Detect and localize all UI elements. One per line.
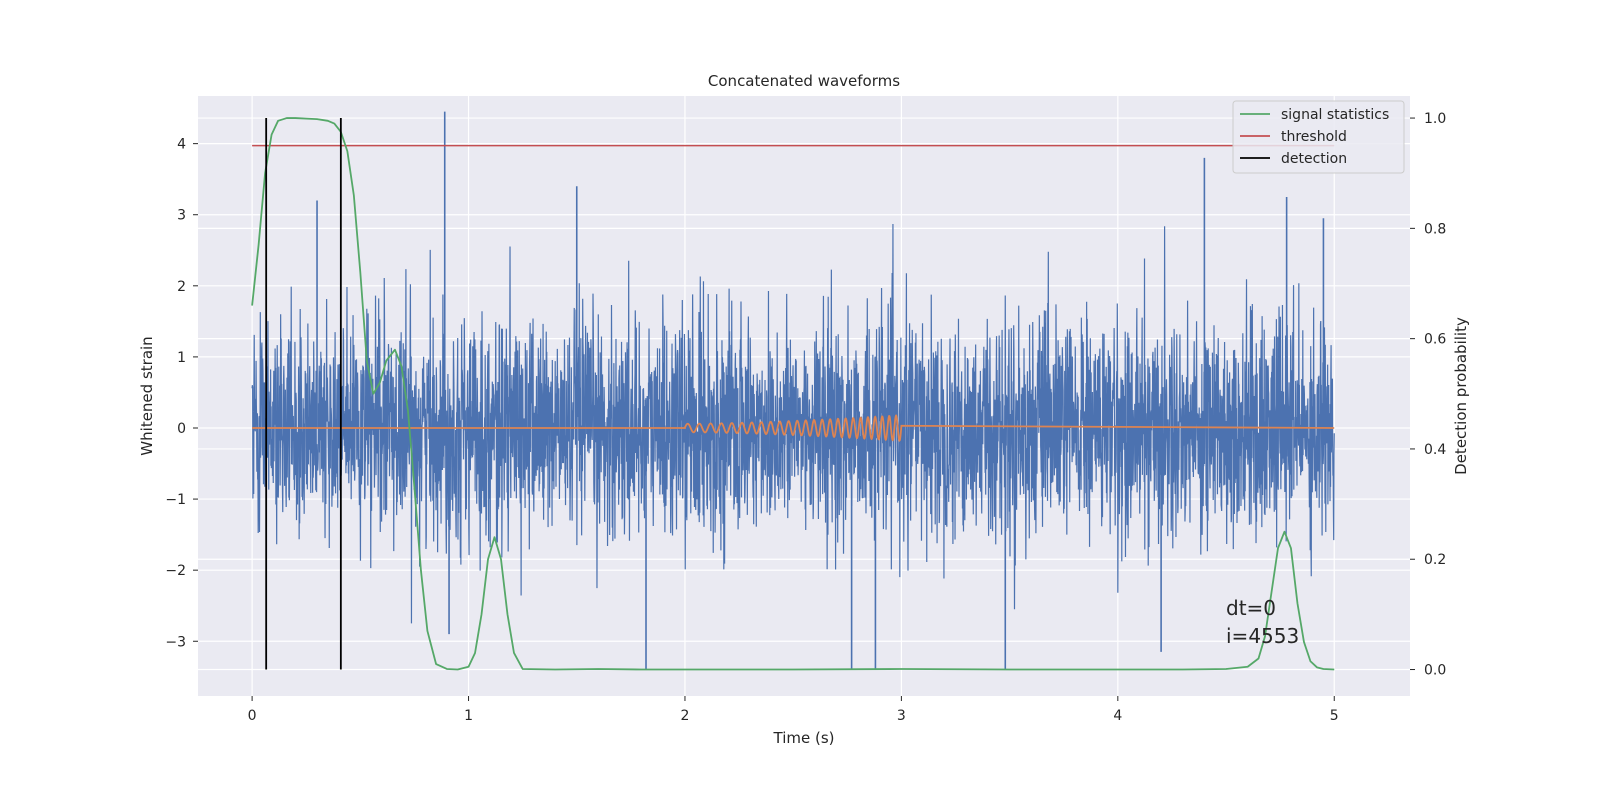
- x-tick-label: 0: [248, 708, 257, 724]
- y-axis-label: Whitened strain: [138, 336, 156, 455]
- y-right-tick-label: 0.8: [1424, 221, 1446, 237]
- x-axis-label: Time (s): [773, 729, 835, 747]
- injection-series: [252, 414, 1335, 443]
- y-right-tick-label: 1.0: [1424, 111, 1446, 127]
- detection-series: [265, 118, 342, 670]
- x-tick-label: 3: [897, 708, 906, 724]
- y-right-tick-label: 0.4: [1424, 442, 1446, 458]
- signal-statistics-series: [251, 117, 1335, 671]
- ticks: 0 1 2 3 4 5 −3 −2 −1 0 1 2 3 4 0.0 0.2 0.4 0.6 0.8 1.0: [165, 111, 1446, 724]
- y-tick-label: −3: [165, 634, 186, 650]
- x-tick-label: 1: [464, 708, 473, 724]
- injection-line: [252, 414, 1335, 443]
- y-tick-label: 2: [177, 279, 186, 295]
- x-tick-label: 5: [1330, 708, 1339, 724]
- legend-box: [1232, 100, 1405, 174]
- y-tick-label: 3: [177, 208, 186, 224]
- legend-label-signal-statistics: signal statistics: [1281, 107, 1389, 123]
- legend-label-detection: detection: [1281, 151, 1347, 167]
- legend: signal statistics threshold detection: [1232, 100, 1405, 174]
- x-tick-label: 4: [1113, 708, 1122, 724]
- chart-title: Concatenated waveforms: [708, 72, 900, 90]
- y-right-tick-label: 0.0: [1424, 663, 1446, 679]
- y-right-tick-label: 0.2: [1424, 552, 1446, 568]
- y-axis-right-label: Detection probability: [1452, 317, 1470, 475]
- y-tick-label: −2: [165, 563, 186, 579]
- x-tick-label: 2: [681, 708, 690, 724]
- y-tick-label: 4: [177, 137, 186, 153]
- y-tick-label: 1: [177, 350, 186, 366]
- y-tick-label: 0: [177, 421, 186, 437]
- y-tick-label: −1: [165, 492, 186, 508]
- signal-statistics-line: [251, 117, 1335, 671]
- legend-label-threshold: threshold: [1281, 129, 1347, 145]
- y-right-tick-label: 0.6: [1424, 332, 1446, 348]
- strain-series: [251, 111, 1335, 670]
- strain-line: [251, 224, 1335, 624]
- annotation-dt: dt=0: [1226, 596, 1276, 620]
- annotation-index: i=4553: [1226, 624, 1299, 648]
